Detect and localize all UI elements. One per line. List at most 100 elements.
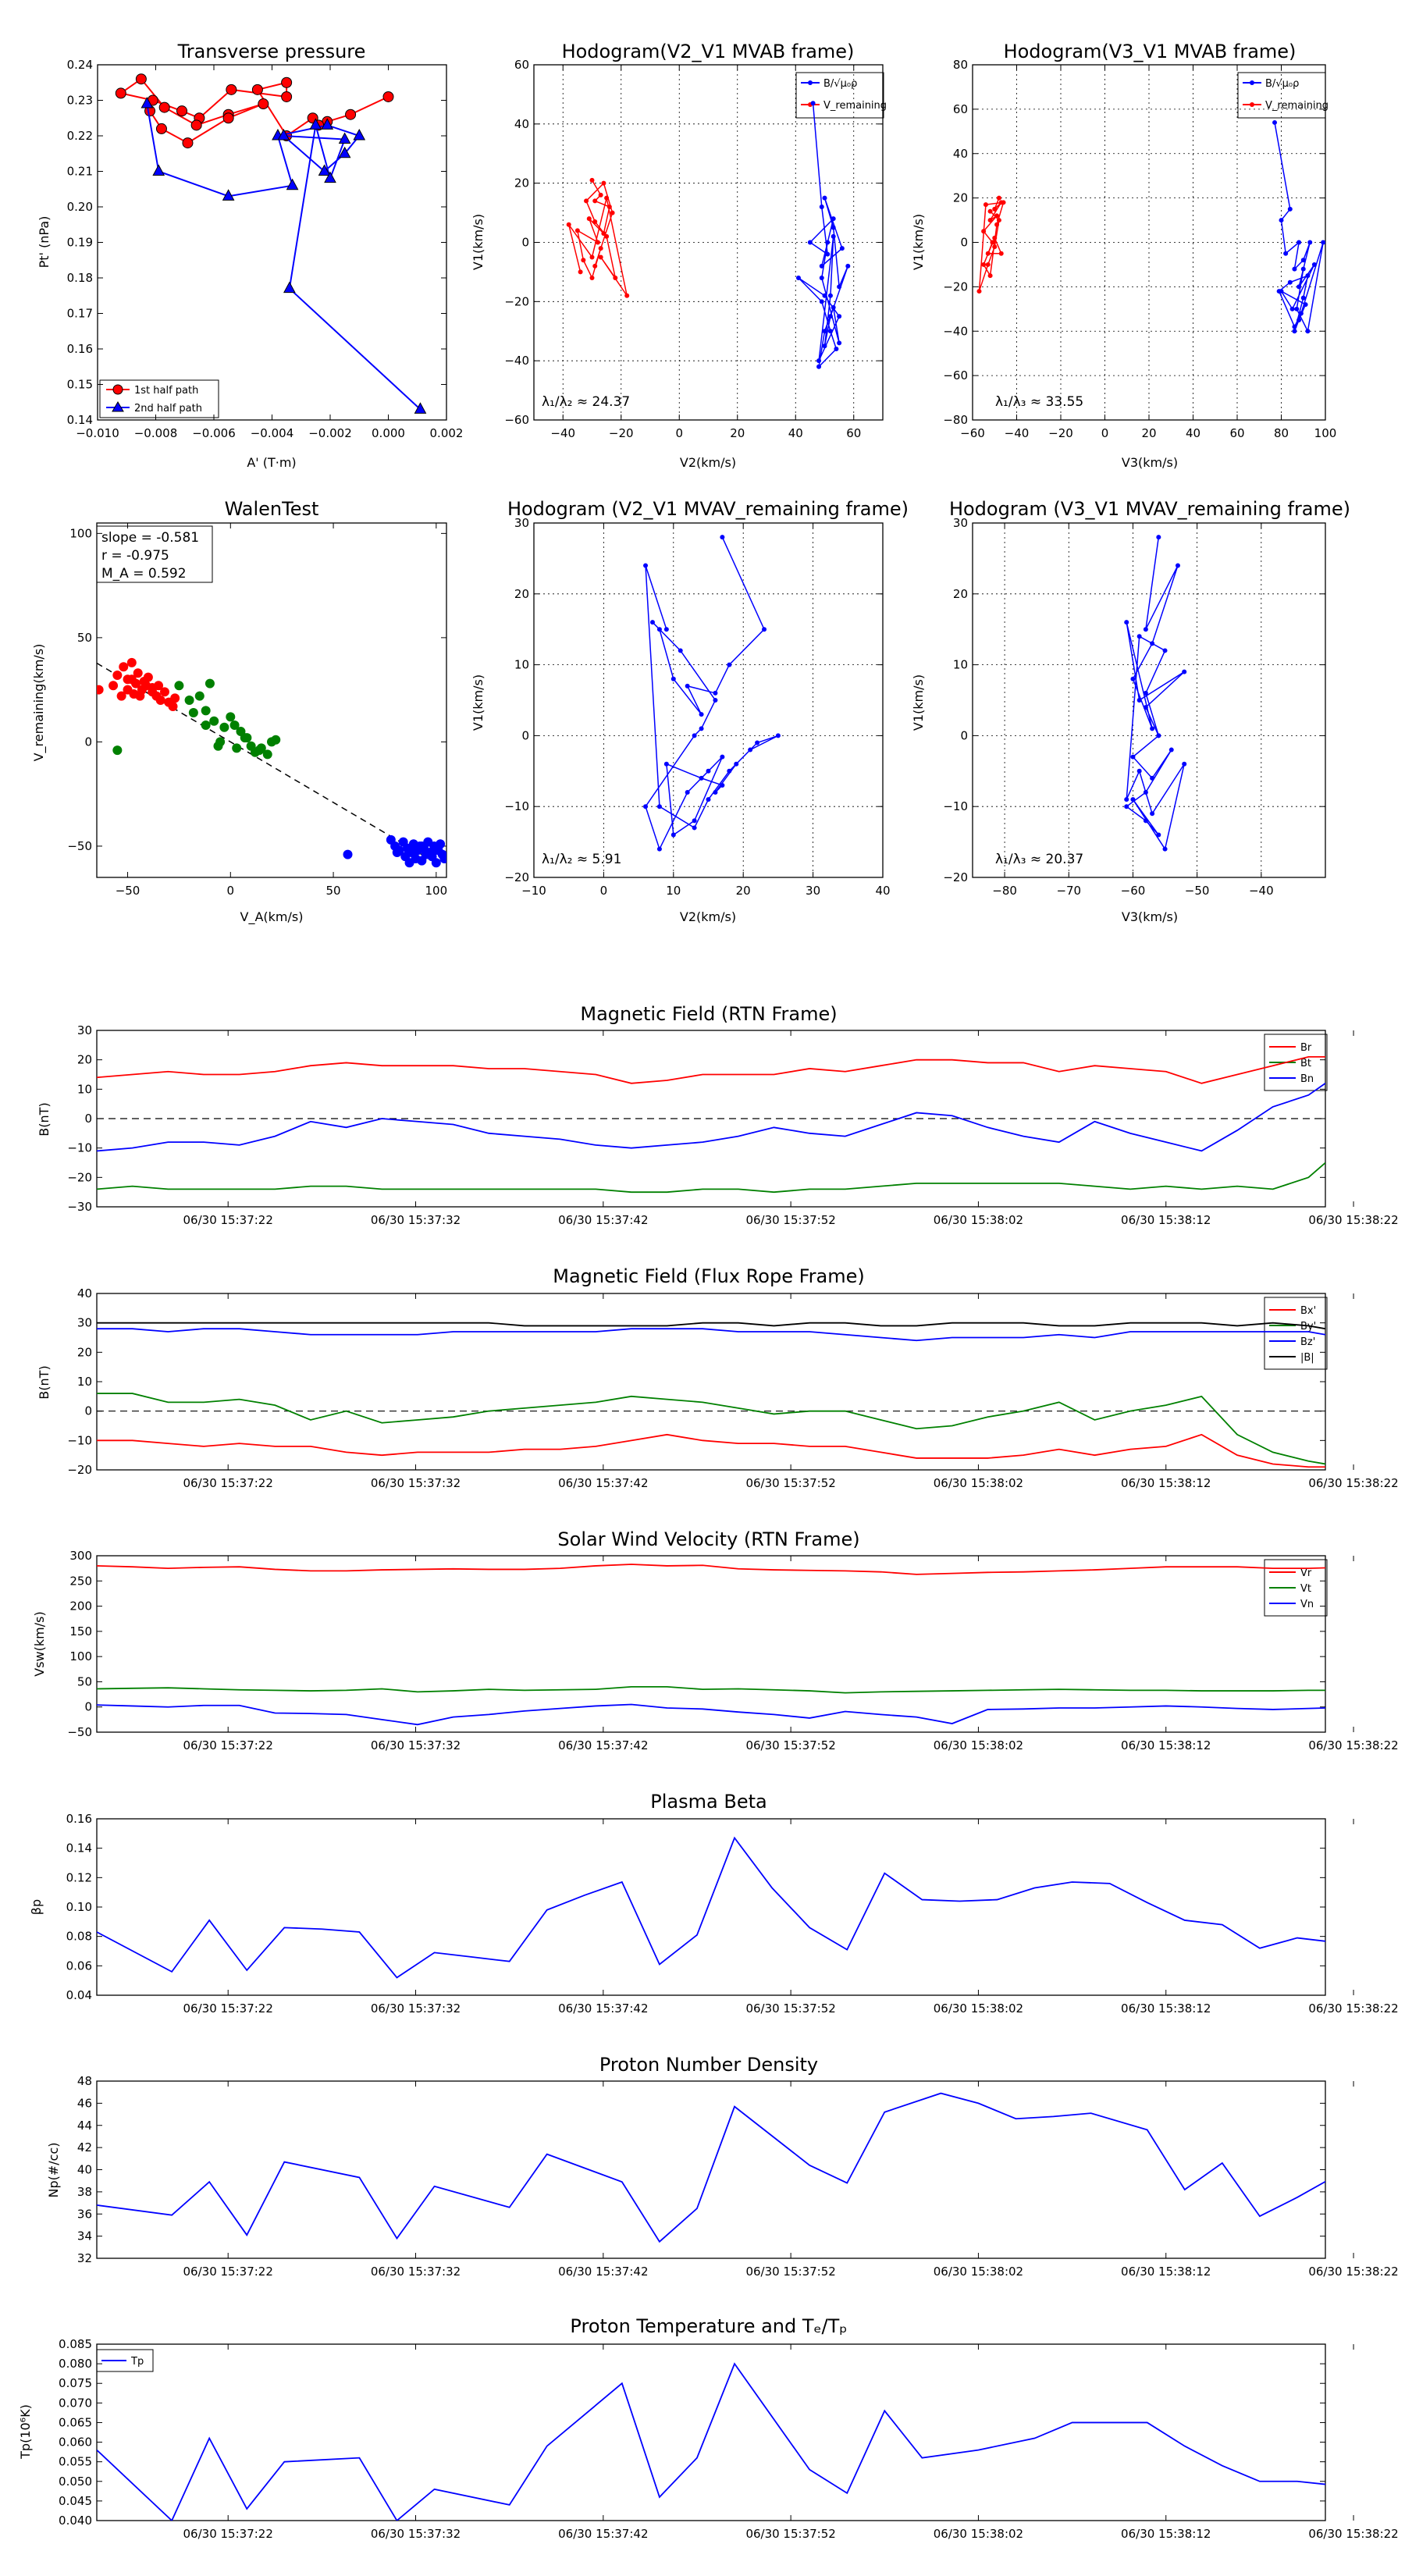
legend-marker-2nd xyxy=(112,401,124,412)
x-tick-label: 06/30 15:37:22 xyxy=(183,2001,273,2016)
x-tick-label: −40 xyxy=(550,426,575,440)
y-tick-label: 0.065 xyxy=(59,2415,92,2429)
data-point-V_remaining xyxy=(624,293,630,298)
data-point-blue xyxy=(404,858,414,868)
chart-title: WalenTest xyxy=(225,498,319,520)
axes-p1: −0.010 −0.008 −0.006 −0.004 −0.002 0.000 0.002… xyxy=(67,58,464,440)
data-point-V xyxy=(656,846,662,852)
data-point-blue xyxy=(429,845,439,856)
y-tick-label: 20 xyxy=(77,1345,92,1359)
chart-title: Hodogram (V3_V1 MVAV_remaining frame) xyxy=(949,498,1350,520)
x-tick-label: 06/30 15:38:22 xyxy=(1308,1738,1398,1752)
y-tick-label: −10 xyxy=(67,1433,92,1447)
data-point-V xyxy=(1136,698,1142,703)
data-point-1st half path xyxy=(258,98,269,110)
data-point-V xyxy=(762,627,767,632)
data-point-B/sqrt(mu0 rho) xyxy=(837,340,842,346)
y-tick-label: 0.17 xyxy=(67,307,93,321)
y-axis-label: B(nT) xyxy=(37,1102,52,1136)
x-tick-label: 06/30 15:37:52 xyxy=(745,1476,835,1490)
data-point-blue xyxy=(392,847,402,857)
plot-area-p3 xyxy=(976,119,1325,334)
y-tick-label: 0.045 xyxy=(59,2494,92,2508)
data-point-B/sqrt(mu0 rho) xyxy=(1311,262,1317,267)
y-tick-label: −50 xyxy=(67,1725,92,1739)
data-point-B/sqrt(mu0 rho) xyxy=(1297,284,1302,290)
y-tick-label: 0 xyxy=(84,1404,92,1418)
data-point-B/sqrt(mu0 rho) xyxy=(831,225,836,230)
data-point-2nd half path xyxy=(338,132,351,144)
data-point-blue xyxy=(417,841,427,851)
data-point-V xyxy=(1182,761,1187,767)
data-point-V xyxy=(727,662,732,667)
data-point-V xyxy=(706,797,711,802)
legend-label: Vt xyxy=(1300,1583,1311,1595)
y-tick-label: 34 xyxy=(77,2229,92,2243)
data-point-V_remaining xyxy=(992,206,998,212)
x-tick-label: 06/30 15:38:12 xyxy=(1121,2527,1211,2541)
x-tick-label: 06/30 15:38:12 xyxy=(1121,1213,1211,1227)
x-tick-label: 06/30 15:37:22 xyxy=(183,2265,273,2279)
data-point-B/sqrt(mu0 rho) xyxy=(1287,279,1293,285)
data-point-B/sqrt(mu0 rho) xyxy=(1287,206,1293,212)
x-tick-label: −50 xyxy=(116,884,140,898)
plot-frame xyxy=(97,64,447,421)
y-tick-label: 0.20 xyxy=(67,200,93,214)
y-tick-label: 0 xyxy=(960,728,968,742)
data-point-B/sqrt(mu0 rho) xyxy=(822,293,827,298)
data-point-V_remaining xyxy=(584,198,589,204)
data-point-1st half path xyxy=(226,84,237,95)
plot-area-p7 xyxy=(97,1056,1325,1194)
y-tick-label: 0.10 xyxy=(66,1900,92,1914)
data-point-2nd half path xyxy=(286,178,299,190)
data-point-V xyxy=(699,712,704,717)
data-point-V_remaining xyxy=(987,273,993,279)
x-tick-label: 20 xyxy=(1141,426,1156,440)
plot-area-p9 xyxy=(97,1564,1325,1726)
legend-label: Bt xyxy=(1300,1058,1311,1069)
plot-frame xyxy=(96,2080,1326,2259)
y-axis-label: Np(#/cc) xyxy=(46,2143,61,2198)
y-tick-label: 20 xyxy=(514,176,529,190)
y-tick-label: −20 xyxy=(943,279,968,294)
x-tick-label: 06/30 15:38:22 xyxy=(1308,1476,1398,1490)
x-tick-label: −0.004 xyxy=(251,426,294,440)
y-tick-label: −40 xyxy=(943,324,968,338)
x-tick-label: 06/30 15:37:42 xyxy=(558,1476,648,1490)
data-point-V_remaining xyxy=(996,218,1001,223)
data-point-1st half path xyxy=(176,105,188,117)
data-point-green xyxy=(205,678,215,688)
y-tick-label: 0.15 xyxy=(67,378,93,392)
x-tick-label: −0.008 xyxy=(134,426,178,440)
chart-marks: −0.010 −0.008 −0.006 −0.004 −0.002 0.000 0.002… xyxy=(59,58,1399,2541)
x-tick-label: 06/30 15:38:12 xyxy=(1121,1738,1211,1752)
data-point-B/sqrt(mu0 rho) xyxy=(845,263,851,269)
data-point-V_remaining xyxy=(985,262,991,267)
data-point-red xyxy=(112,670,123,680)
data-point-V xyxy=(1143,705,1148,710)
x-tick-label: 0 xyxy=(600,884,608,898)
data-point-V xyxy=(720,782,725,788)
data-point-1st half path xyxy=(182,137,194,149)
y-tick-label: 40 xyxy=(953,147,968,161)
x-tick-label: −10 xyxy=(521,884,546,898)
y-tick-label: 0.16 xyxy=(67,342,93,356)
legend-label: Vn xyxy=(1300,1599,1314,1610)
data-point-B/sqrt(mu0 rho) xyxy=(1279,218,1284,223)
panel-hodogram-v3v1-mvab: Hodogram(V3_V1 MVAB frame) V3(km/s) V1(k… xyxy=(911,41,1329,470)
data-point-green xyxy=(242,733,252,743)
data-point-2nd half path xyxy=(283,281,296,294)
data-point-V_remaining xyxy=(578,269,583,275)
data-point-V xyxy=(734,761,739,767)
x-tick-label: 06/30 15:38:02 xyxy=(934,2001,1023,2016)
y-tick-label: 0.040 xyxy=(59,2514,92,2528)
x-tick-label: 06/30 15:37:52 xyxy=(745,2527,835,2541)
data-point-V xyxy=(649,620,655,625)
data-point-1st half path xyxy=(382,91,394,102)
x-tick-label: −20 xyxy=(609,426,634,440)
data-point-V xyxy=(670,676,676,681)
plot-area-p11 xyxy=(97,2092,1325,2243)
plot-frame xyxy=(96,1818,1326,1996)
y-tick-label: 48 xyxy=(77,2074,92,2088)
x-tick-label: −70 xyxy=(1056,884,1081,898)
